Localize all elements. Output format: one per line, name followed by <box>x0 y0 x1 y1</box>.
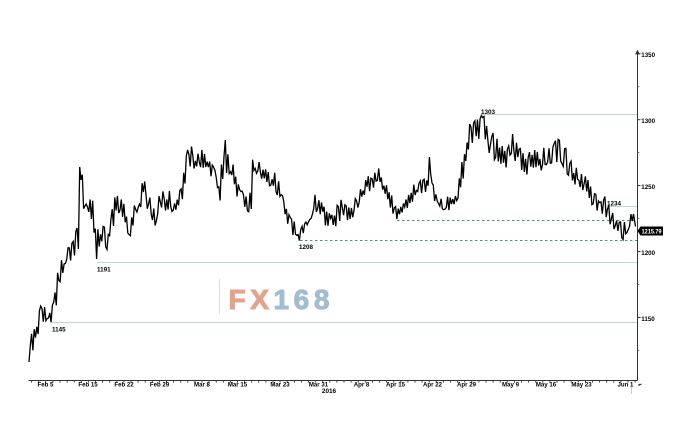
svg-text:1191: 1191 <box>97 266 111 273</box>
svg-text:Apr 8: Apr 8 <box>354 381 370 388</box>
svg-text:Mar 31: Mar 31 <box>309 381 329 388</box>
svg-text:1145: 1145 <box>52 326 66 333</box>
svg-text:FX168: FX168 <box>229 284 335 315</box>
svg-text:Apr 29: Apr 29 <box>457 381 477 388</box>
svg-text:2016: 2016 <box>322 388 337 395</box>
svg-text:1200: 1200 <box>641 250 655 257</box>
svg-text:Jun 1: Jun 1 <box>618 381 635 388</box>
svg-text:Mar 8: Mar 8 <box>194 381 211 388</box>
svg-text:May 23: May 23 <box>571 381 592 388</box>
svg-text:1234: 1234 <box>607 200 622 207</box>
svg-text:Feb 29: Feb 29 <box>150 381 170 388</box>
svg-text:May 9: May 9 <box>502 381 520 388</box>
svg-text:Apr 15: Apr 15 <box>386 381 406 388</box>
svg-text:May 16: May 16 <box>536 381 557 388</box>
svg-text:1303: 1303 <box>481 109 496 116</box>
svg-text:1250: 1250 <box>641 184 655 191</box>
svg-text:Apr 22: Apr 22 <box>423 381 443 388</box>
svg-text:Feb 5: Feb 5 <box>38 381 55 388</box>
svg-text:1215.79: 1215.79 <box>642 229 663 235</box>
svg-text:Feb 15: Feb 15 <box>78 381 98 388</box>
svg-text:Feb 22: Feb 22 <box>114 381 134 388</box>
svg-text:Mar 23: Mar 23 <box>270 381 290 388</box>
svg-text:Mar 15: Mar 15 <box>228 381 248 388</box>
svg-text:1350: 1350 <box>641 52 655 59</box>
svg-text:1300: 1300 <box>641 118 655 125</box>
svg-text:1150: 1150 <box>641 316 655 323</box>
svg-text:1208: 1208 <box>299 244 314 251</box>
